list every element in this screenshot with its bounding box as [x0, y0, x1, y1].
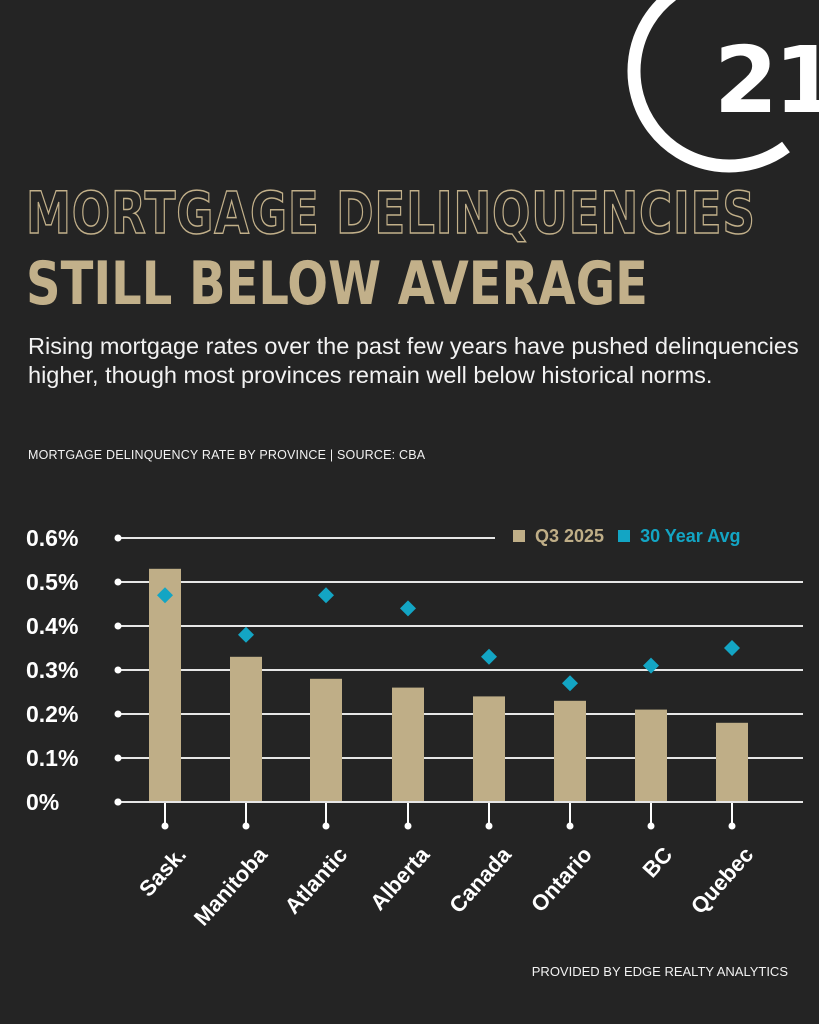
title-outline: MORTGAGE DELINQUENCIES: [25, 178, 756, 248]
avg-marker-diamond-icon: [562, 675, 578, 692]
gridline-dot: [114, 578, 122, 586]
legend-item-q3-2025: Q3 2025: [513, 526, 604, 547]
legend-swatch-marker: [618, 530, 631, 542]
avg-marker-diamond-icon: [724, 640, 740, 656]
avg-marker-diamond-icon: [481, 648, 497, 665]
avg-marker-diamond-icon: [643, 657, 659, 674]
legend-label: 30 Year Avg: [640, 525, 741, 546]
subtitle: Rising mortgage rates over the past few …: [28, 333, 799, 388]
y-tick-label: 0.5%: [26, 569, 79, 595]
legend-item-30yr-avg: 30 Year Avg: [618, 526, 740, 547]
gridline-dot: [114, 666, 122, 674]
y-tick-label: 0.3%: [26, 657, 79, 683]
bar-bc: [635, 709, 667, 802]
gridline-dot: [114, 754, 122, 762]
bar-canada: [473, 696, 505, 802]
gridline-dot: [114, 534, 122, 542]
bar-sask: [149, 568, 181, 802]
bar-ontario: [554, 700, 586, 802]
legend-label: Q3 2025: [535, 525, 605, 546]
avg-marker-diamond-icon: [238, 626, 254, 643]
y-tick-label: 0.6%: [26, 525, 79, 551]
y-tick-label: 0.2%: [26, 701, 79, 727]
y-tick-label: 0%: [26, 789, 60, 815]
chart-source: MORTGAGE DELINQUENCY RATE BY PROVINCE | …: [28, 448, 426, 462]
gridline-dot: [114, 622, 122, 630]
bar-alberta: [392, 687, 424, 802]
gridline-dot: [114, 710, 122, 718]
footer-credit: PROVIDED BY EDGE REALTY ANALYTICS: [531, 964, 788, 979]
svg-text:21: 21: [714, 27, 819, 134]
y-tick-label: 0.1%: [26, 745, 79, 771]
chart-legend: Q3 2025 30 Year Avg: [513, 524, 754, 548]
century21-logo-icon: 21: [627, 0, 819, 173]
bar-atlantic: [310, 678, 342, 802]
avg-marker-diamond-icon: [400, 600, 416, 617]
bar-quebec: [716, 722, 748, 802]
avg-marker-diamond-icon: [157, 587, 173, 604]
title-solid: STILL BELOW AVERAGE: [26, 249, 648, 319]
avg-marker-diamond-icon: [318, 587, 334, 604]
legend-swatch-bar: [513, 530, 525, 542]
bar-manitoba: [230, 656, 262, 802]
y-tick-label: 0.4%: [26, 613, 79, 639]
